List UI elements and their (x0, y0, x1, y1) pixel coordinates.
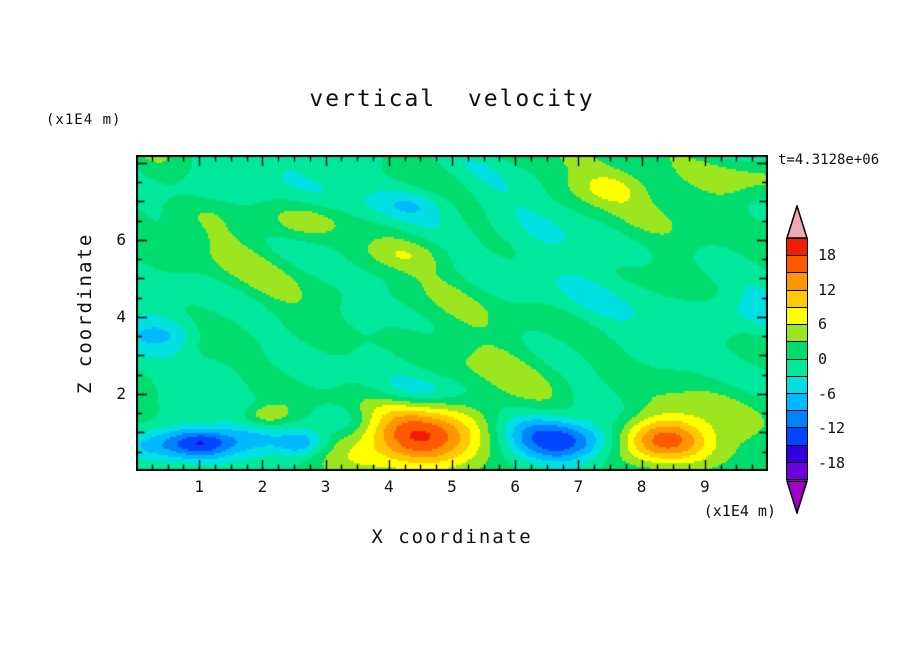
colorbar-tick-label: 0 (818, 350, 828, 368)
plot-title: vertical velocity (309, 86, 595, 112)
contour-plot-canvas (136, 155, 768, 471)
x-tick-label: 7 (573, 477, 584, 496)
x-tick-label: 8 (636, 477, 647, 496)
x-tick-label: 9 (699, 477, 710, 496)
colorbar-tick-label: -12 (818, 419, 846, 438)
colorbar: 18 12 6 0 -6 -12 -18 (786, 205, 896, 517)
colorbar-label-column: 18 12 6 0 -6 -12 -18 (786, 205, 896, 517)
x-tick-label: 1 (194, 477, 204, 496)
x-axis-tick-labels: 1 2 3 4 5 6 7 8 9 (136, 477, 768, 499)
colorbar-band (786, 461, 808, 481)
y-tick-label: 2 (116, 383, 126, 403)
x-axis-unit-label: (x1E4 m) (703, 502, 776, 520)
y-tick-label: 6 (116, 229, 126, 249)
colorbar-tick-label: 12 (818, 280, 837, 299)
y-axis-unit-label: (x1E4 m) (46, 112, 122, 128)
colorbar-bands (786, 238, 808, 481)
time-annotation: t=4.3128e+06 (778, 152, 880, 168)
y-tick-label: 4 (116, 306, 126, 326)
x-tick-label: 2 (257, 477, 268, 496)
x-axis-title: X coordinate (371, 526, 533, 548)
y-axis-tick-labels: 2 4 6 (92, 155, 126, 471)
x-tick-label: 4 (383, 477, 394, 496)
x-tick-label: 6 (510, 477, 520, 496)
colorbar-tick-label: 18 (818, 246, 837, 265)
x-tick-label: 5 (447, 477, 457, 496)
colorbar-tick-label: -6 (818, 384, 837, 403)
colorbar-bottom-arrow-icon (786, 480, 808, 514)
colorbar-tick-label: 6 (818, 315, 828, 334)
x-tick-label: 3 (320, 477, 331, 496)
colorbar-tick-label: -18 (818, 453, 846, 472)
